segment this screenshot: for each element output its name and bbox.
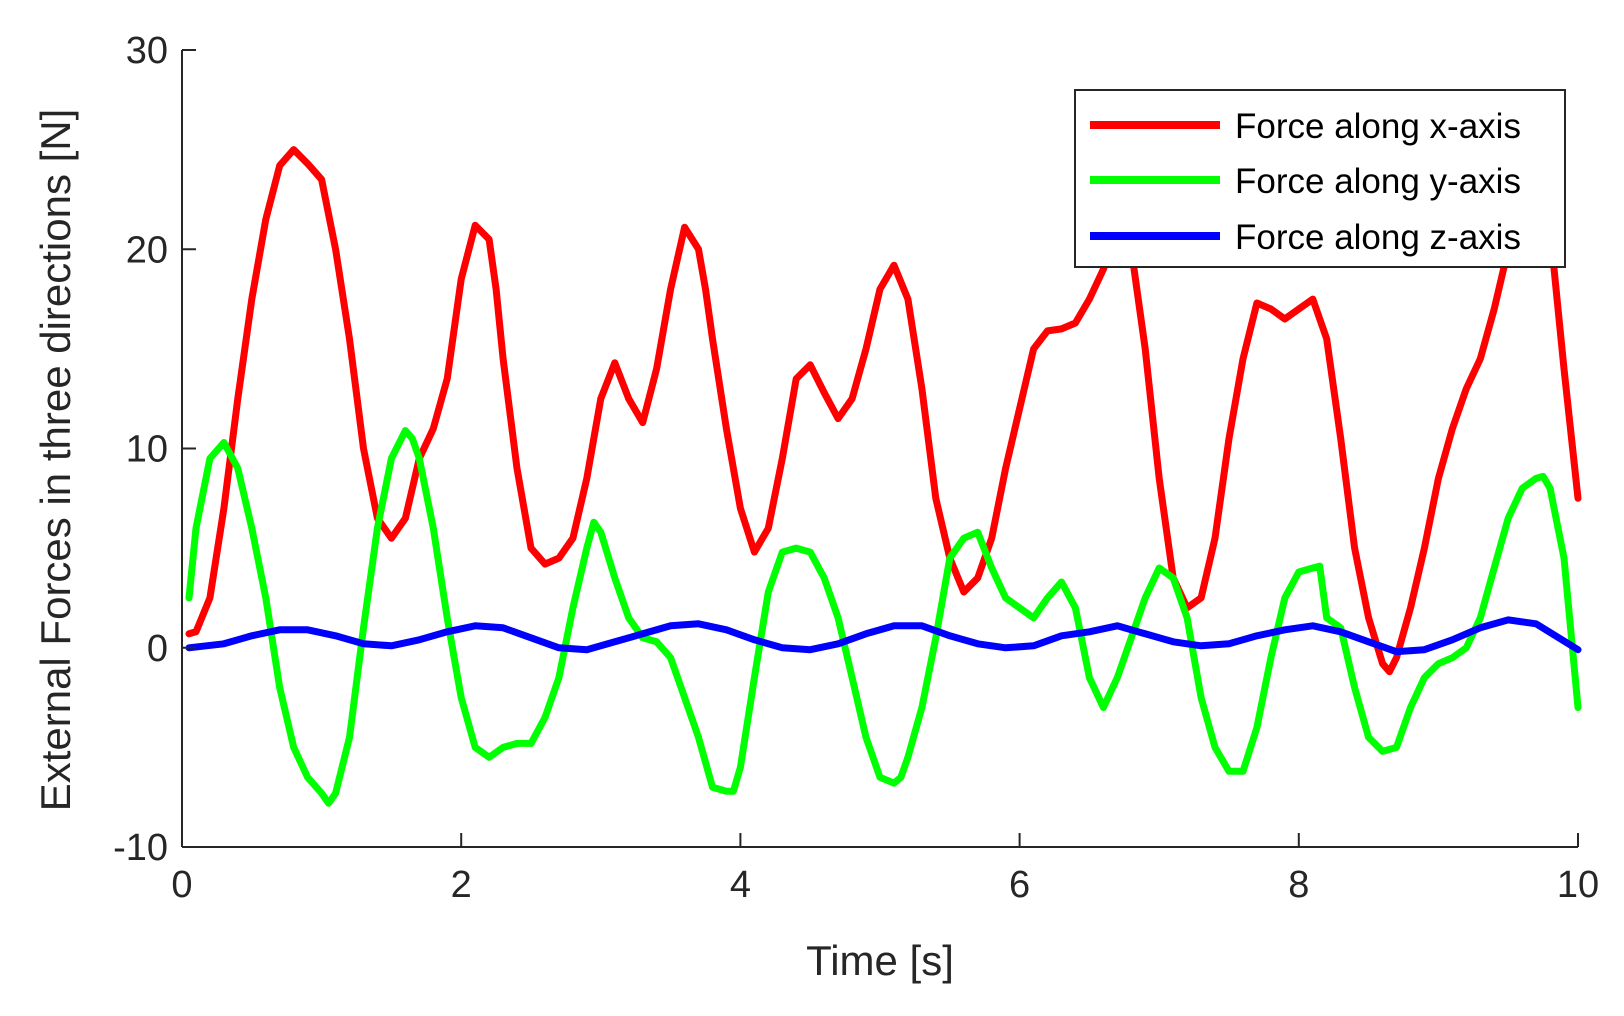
y-axis-title: External Forces in three directions [N]	[32, 109, 79, 812]
x-tick-label: 10	[1557, 864, 1599, 906]
x-tick-label: 0	[171, 864, 192, 906]
x-tick-label: 2	[451, 864, 472, 906]
y-tick-label: -10	[113, 827, 168, 869]
x-tick-label: 6	[1009, 864, 1030, 906]
plot-lines	[185, 146, 1582, 807]
series-line-y	[185, 427, 1582, 807]
legend-label-z: Force along z-axis	[1235, 218, 1521, 257]
legend-label-x: Force along x-axis	[1235, 107, 1521, 146]
y-tick-label: 0	[147, 628, 168, 670]
x-tick-label: 4	[730, 864, 751, 906]
y-tick-label: 30	[126, 30, 168, 72]
legend: Force along x-axis Force along y-axis Fo…	[1074, 89, 1566, 268]
series-line-z	[185, 616, 1582, 656]
y-tick-label: 10	[126, 429, 168, 471]
x-tick-label: 8	[1288, 864, 1309, 906]
x-axis-title: Time [s]	[806, 937, 954, 984]
series-line-x	[185, 146, 1582, 676]
legend-label-y: Force along y-axis	[1235, 162, 1521, 201]
y-tick-label: 20	[126, 229, 168, 271]
